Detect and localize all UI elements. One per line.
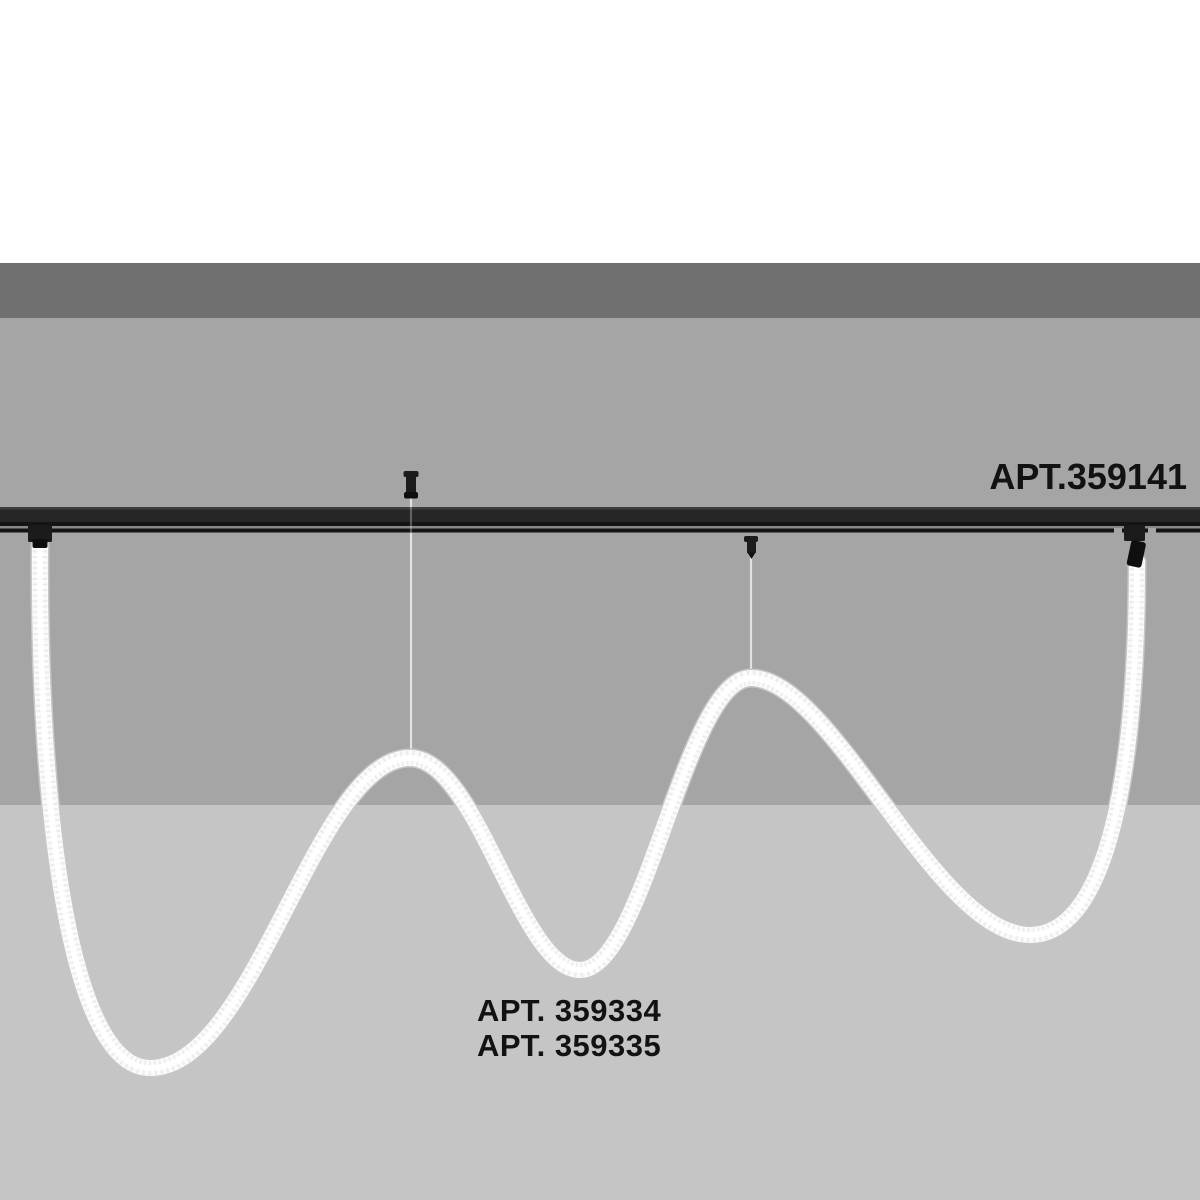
grip-body xyxy=(747,540,756,553)
track-bottom-lip xyxy=(0,528,1200,533)
lower-wall-band xyxy=(0,805,1200,1200)
grip-tip xyxy=(747,552,756,559)
suspension-grip-2 xyxy=(744,536,758,559)
rope-ferrule xyxy=(1126,540,1146,568)
rope-article-labels: АРТ. 359334 АРТ. 359335 xyxy=(477,993,661,1063)
grip-base xyxy=(404,492,418,499)
track-adapter-left xyxy=(28,525,52,548)
rope-ferrule xyxy=(32,539,48,548)
track-rail xyxy=(0,507,1200,534)
rope-article-line-1: АРТ. 359334 xyxy=(477,993,662,1028)
grip-body xyxy=(406,475,416,493)
track-bar-shade xyxy=(0,522,1200,526)
track-lip-gap-left xyxy=(1114,528,1122,534)
track-slot-gap xyxy=(0,526,1200,529)
rope-center-highlight xyxy=(36,542,1140,1071)
wall-band xyxy=(0,318,1200,805)
adapter-body xyxy=(28,525,52,542)
rope-article-line-2: АРТ. 359335 xyxy=(477,1028,662,1063)
rope-ferrule-tilted xyxy=(1126,540,1146,568)
track-top-highlight xyxy=(0,507,1200,510)
background-top-band xyxy=(0,0,1200,263)
track-article-label: АРТ.359141 xyxy=(989,456,1187,497)
ceiling-shadow-band xyxy=(0,263,1200,318)
suspension-grip-1 xyxy=(403,471,419,499)
rope-light xyxy=(30,535,1147,1078)
track-adapter-right xyxy=(1124,525,1146,568)
track-bar xyxy=(0,507,1200,526)
track-lip-gap-right xyxy=(1148,528,1156,534)
adapter-body xyxy=(1124,525,1145,541)
